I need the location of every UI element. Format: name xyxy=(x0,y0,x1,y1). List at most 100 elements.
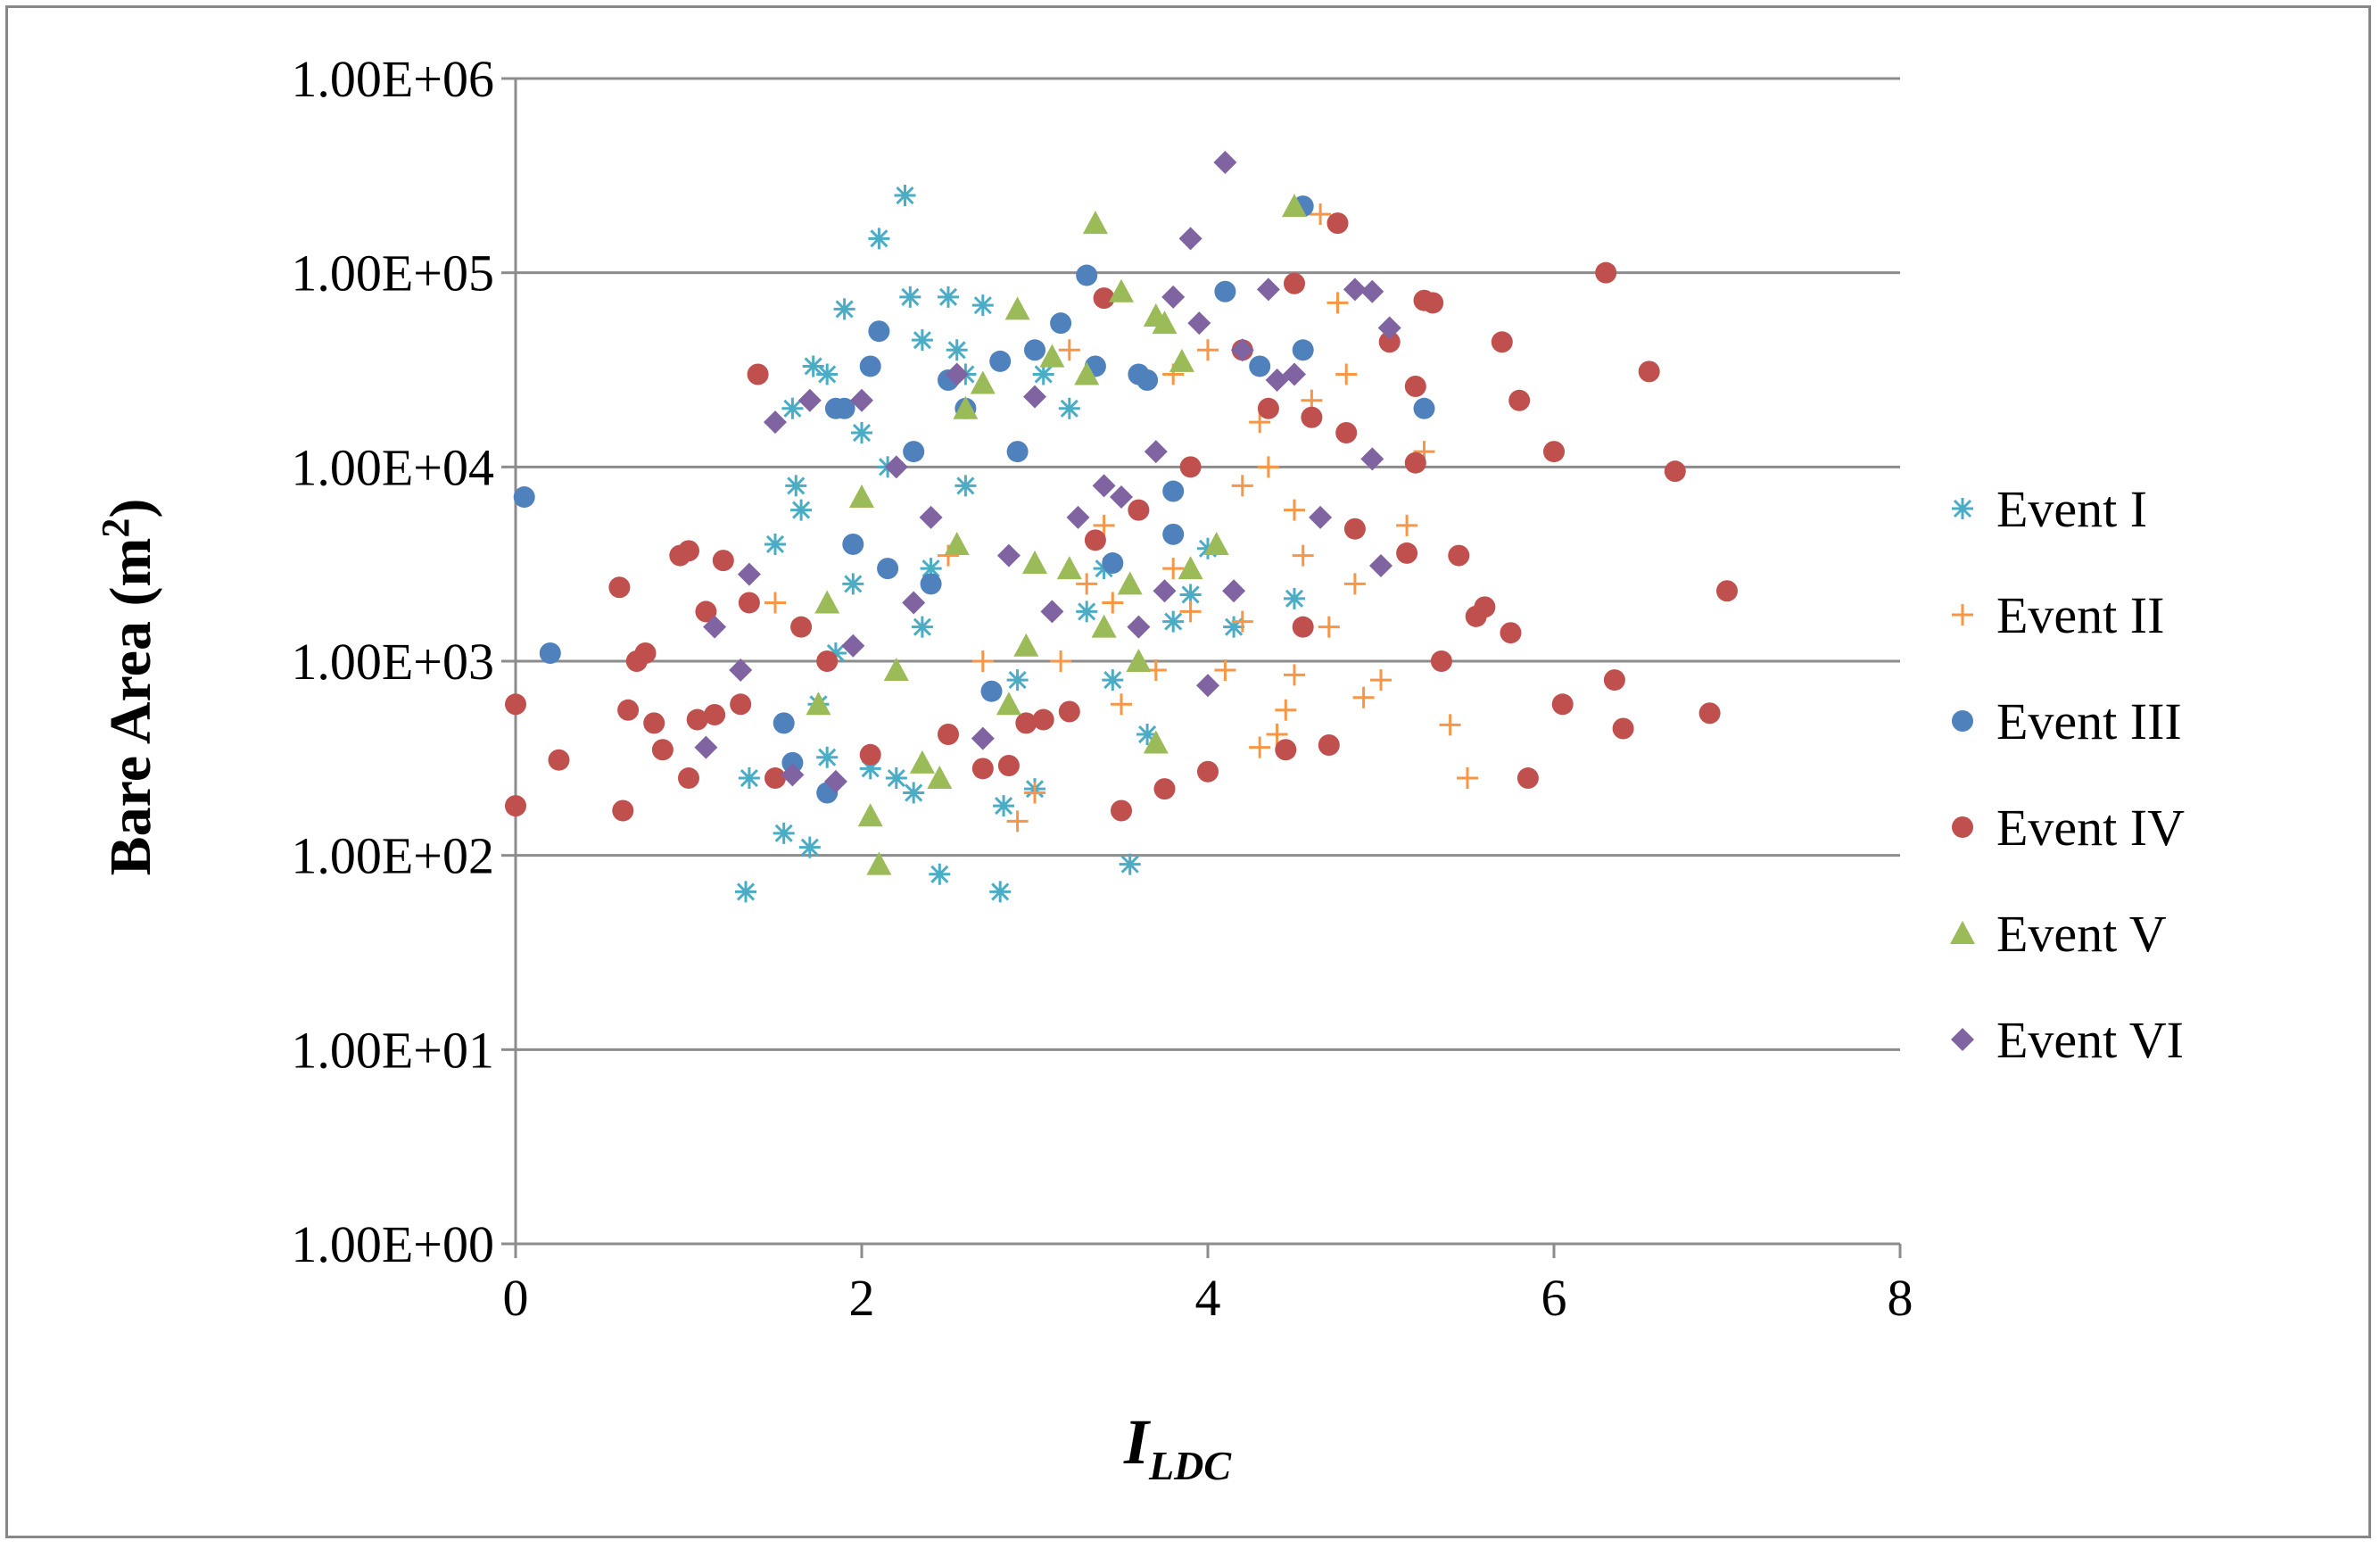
data-point xyxy=(816,746,839,768)
y-axis-title: Bare Area (m2) xyxy=(94,499,164,876)
data-point xyxy=(738,592,760,614)
x-tick-label: 2 xyxy=(849,1269,875,1327)
data-point xyxy=(802,355,824,377)
data-point xyxy=(894,185,916,207)
data-point xyxy=(1102,592,1124,614)
data-point xyxy=(1214,659,1236,681)
data-point xyxy=(1111,693,1132,716)
data-point xyxy=(1117,571,1143,595)
data-point xyxy=(814,590,840,614)
data-point xyxy=(1457,767,1478,790)
legend-marker xyxy=(1952,604,1973,625)
data-point xyxy=(920,573,942,595)
series-3 xyxy=(513,195,1435,804)
data-point xyxy=(903,441,925,463)
data-point xyxy=(1143,730,1169,754)
data-point xyxy=(859,743,881,766)
data-point xyxy=(997,755,1020,777)
legend-label: Event I xyxy=(1996,480,2147,538)
data-point xyxy=(735,881,757,903)
data-point xyxy=(929,863,951,885)
data-point xyxy=(1551,693,1574,716)
data-point xyxy=(989,881,1012,903)
legend-entry: Event II xyxy=(1952,586,2164,644)
data-point xyxy=(1284,499,1305,521)
data-point xyxy=(695,601,717,623)
data-point xyxy=(1128,499,1150,521)
data-point xyxy=(1004,296,1030,320)
data-point xyxy=(927,766,953,790)
data-point xyxy=(785,475,807,497)
data-point xyxy=(833,298,855,320)
data-point xyxy=(954,475,977,497)
data-point xyxy=(1275,699,1297,721)
data-point xyxy=(797,388,822,412)
data-point xyxy=(1056,556,1082,580)
data-point xyxy=(1638,360,1660,383)
data-point xyxy=(1169,348,1194,372)
data-point xyxy=(823,769,847,793)
data-point xyxy=(1076,264,1098,286)
data-point xyxy=(1439,714,1461,736)
data-point xyxy=(868,320,890,343)
legend-label: Event IV xyxy=(1996,799,2185,857)
data-point xyxy=(764,410,787,435)
data-point xyxy=(1283,362,1306,386)
y-tick-label: 1.00E+05 xyxy=(291,244,494,302)
data-point xyxy=(1222,579,1246,603)
data-point xyxy=(996,692,1021,716)
data-point xyxy=(1716,580,1738,602)
data-point xyxy=(1110,485,1133,509)
data-point xyxy=(816,650,839,672)
data-point xyxy=(1109,278,1134,302)
data-point xyxy=(859,758,881,780)
y-tick-label: 1.00E+01 xyxy=(291,1021,494,1079)
data-point xyxy=(1091,614,1117,638)
data-point xyxy=(1153,579,1177,603)
data-point xyxy=(1032,363,1054,385)
data-point xyxy=(971,650,994,672)
x-tick-label: 0 xyxy=(503,1269,529,1327)
data-point xyxy=(1179,456,1202,478)
data-point xyxy=(1396,514,1418,536)
data-point xyxy=(1335,363,1358,385)
data-point xyxy=(1352,686,1375,708)
data-point xyxy=(1144,440,1168,464)
data-point xyxy=(1015,712,1037,734)
data-point xyxy=(938,286,959,308)
data-point xyxy=(1213,150,1237,174)
legend-label: Event V xyxy=(1996,905,2167,963)
y-tick-label: 1.00E+03 xyxy=(291,633,494,691)
data-point xyxy=(911,329,933,352)
legend-entry: Event I xyxy=(1952,480,2147,538)
data-point xyxy=(1284,272,1305,294)
data-point xyxy=(909,750,935,774)
x-tick-label: 8 xyxy=(1888,1269,1913,1327)
data-point xyxy=(643,712,665,734)
data-point xyxy=(1040,600,1064,624)
data-point xyxy=(1231,475,1253,497)
data-point xyxy=(651,739,674,761)
series-4 xyxy=(505,212,1738,822)
data-point xyxy=(694,735,718,759)
data-point xyxy=(712,550,734,572)
legend-label: Event III xyxy=(1996,692,2182,750)
data-point xyxy=(953,395,979,419)
data-point xyxy=(877,558,899,580)
data-point xyxy=(1058,339,1080,361)
data-point xyxy=(1326,212,1349,235)
data-point xyxy=(903,782,925,804)
data-point xyxy=(946,339,968,361)
y-tick-label: 1.00E+04 xyxy=(291,438,494,496)
data-point xyxy=(730,693,752,716)
data-point xyxy=(678,540,699,562)
data-point xyxy=(1197,760,1219,783)
data-point xyxy=(824,642,847,664)
data-point xyxy=(1022,551,1047,575)
data-point xyxy=(883,657,909,681)
data-point xyxy=(781,397,804,419)
data-point xyxy=(1076,573,1098,595)
data-point xyxy=(919,505,943,529)
data-point xyxy=(1111,799,1132,822)
